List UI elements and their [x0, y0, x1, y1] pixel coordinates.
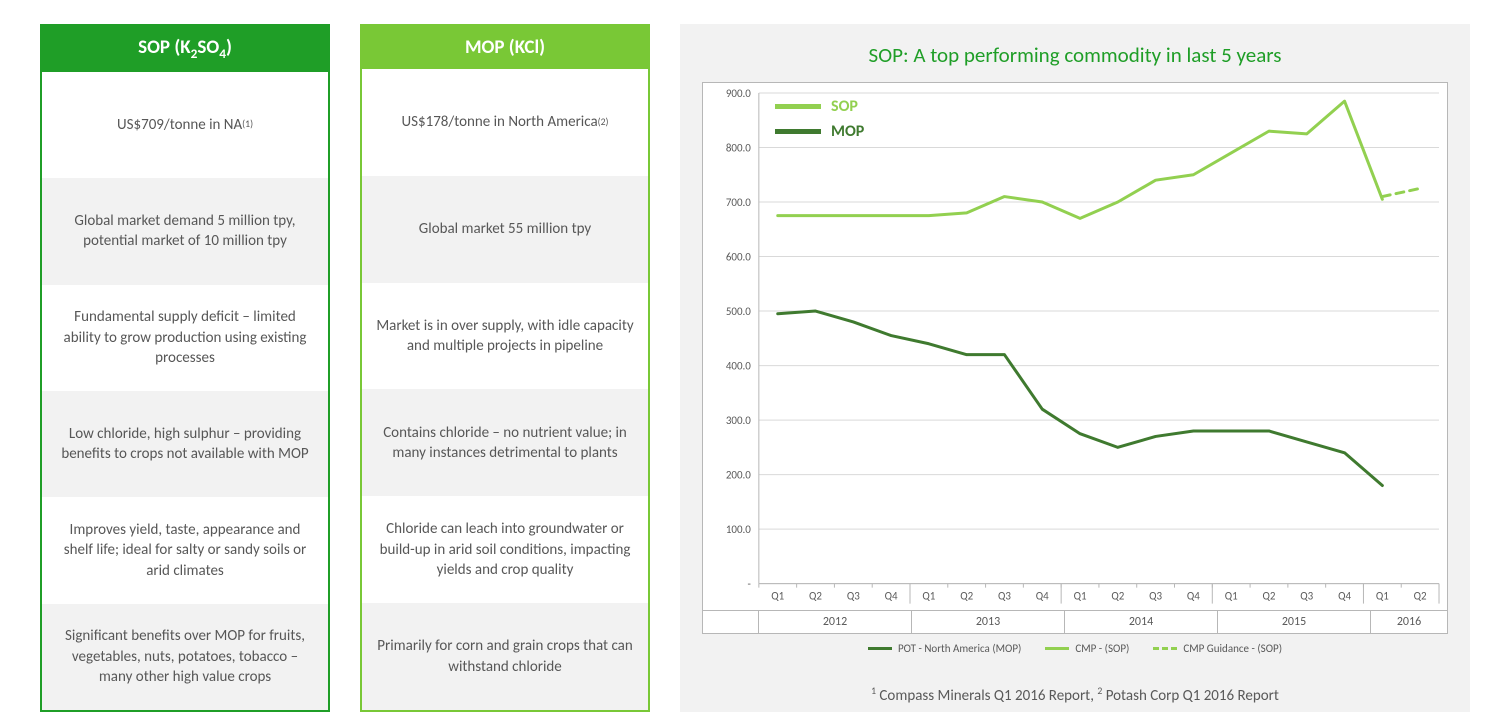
svg-text:Q1: Q1: [922, 590, 935, 603]
svg-text:Q3: Q3: [847, 590, 860, 603]
chart-title: SOP: A top performing commodity in last …: [702, 42, 1448, 68]
column-mop: MOP (KCl)US$178/tonne in North America(2…: [360, 24, 650, 712]
column-sop-cell: US$709/tonne in NA(1): [42, 72, 328, 178]
column-sop-cell: Improves yield, taste, appearance and sh…: [42, 497, 328, 603]
legend-item: CMP Guidance - (SOP): [1153, 642, 1282, 655]
svg-text:Q4: Q4: [1036, 590, 1049, 603]
chart-year-label: 2013: [912, 611, 1065, 633]
svg-text:200.0: 200.0: [726, 469, 751, 482]
column-sop-cell: Low chloride, high sulphur – providing b…: [42, 391, 328, 497]
chart-plot-area: - 100.0 200.0 300.0 400.0 500.0 600.0 700.0 800.…: [702, 82, 1448, 611]
svg-text:400.0: 400.0: [726, 360, 751, 373]
column-sop-cell: Global market demand 5 million tpy, pote…: [42, 178, 328, 284]
footnote: 1 Compass Minerals Q1 2016 Report, 2 Pot…: [702, 685, 1448, 705]
column-header-sop: SOP (K2SO4): [42, 26, 328, 72]
column-sop: SOP (K2SO4)US$709/tonne in NA(1)Global m…: [40, 24, 330, 712]
svg-text:Q1: Q1: [771, 590, 784, 603]
legend-inline-item: SOP: [775, 97, 864, 116]
legend-inline-item: MOP: [775, 122, 864, 141]
svg-text:600.0: 600.0: [726, 251, 751, 264]
svg-text:Q3: Q3: [1300, 590, 1313, 603]
svg-text:Q2: Q2: [809, 590, 822, 603]
svg-text:800.0: 800.0: [726, 141, 751, 154]
svg-text:900.0: 900.0: [726, 87, 751, 100]
svg-text:100.0: 100.0: [726, 523, 751, 536]
chart-year-label: 2015: [1218, 611, 1371, 633]
svg-text:Q2: Q2: [1414, 590, 1427, 603]
svg-text:Q2: Q2: [1263, 590, 1276, 603]
column-mop-cell: Primarily for corn and grain crops that …: [362, 603, 648, 710]
svg-text:Q3: Q3: [998, 590, 1011, 603]
chart-year-label: 2012: [759, 611, 912, 633]
chart-panel: SOP: A top performing commodity in last …: [680, 24, 1470, 712]
column-mop-cell: US$178/tonne in North America(2): [362, 69, 648, 176]
column-header-mop: MOP (KCl): [362, 26, 648, 69]
chart-year-label: 2016: [1371, 611, 1447, 633]
svg-text:Q2: Q2: [960, 590, 973, 603]
svg-text:Q1: Q1: [1376, 590, 1389, 603]
legend-item: POT - North America (MOP): [868, 642, 1021, 655]
chart-year-label: 2014: [1065, 611, 1218, 633]
svg-text:Q1: Q1: [1074, 590, 1087, 603]
column-mop-cell: Global market 55 million tpy: [362, 176, 648, 283]
svg-text:500.0: 500.0: [726, 305, 751, 318]
column-sop-cell: Significant benefits over MOP for fruits…: [42, 604, 328, 710]
column-mop-cell: Contains chloride – no nutrient value; i…: [362, 389, 648, 496]
svg-text:300.0: 300.0: [726, 414, 751, 427]
chart-legend-bottom: POT - North America (MOP) CMP - (SOP) CMP …: [702, 634, 1448, 659]
svg-text:Q4: Q4: [885, 590, 898, 603]
chart-x-year-band: 20122013201420152016: [702, 611, 1448, 634]
chart-legend-inline: SOP MOP: [775, 97, 864, 147]
svg-text:Q2: Q2: [1111, 590, 1124, 603]
legend-item: CMP - (SOP): [1045, 642, 1129, 655]
column-mop-cell: Market is in over supply, with idle capa…: [362, 283, 648, 390]
svg-text:Q4: Q4: [1338, 590, 1351, 603]
svg-text:700.0: 700.0: [726, 196, 751, 209]
svg-text:Q4: Q4: [1187, 590, 1200, 603]
svg-text:Q1: Q1: [1225, 590, 1238, 603]
column-mop-cell: Chloride can leach into groundwater or b…: [362, 496, 648, 603]
column-sop-cell: Fundamental supply deficit – limited abi…: [42, 285, 328, 391]
svg-text:Q3: Q3: [1149, 590, 1162, 603]
svg-text:-: -: [748, 578, 751, 591]
